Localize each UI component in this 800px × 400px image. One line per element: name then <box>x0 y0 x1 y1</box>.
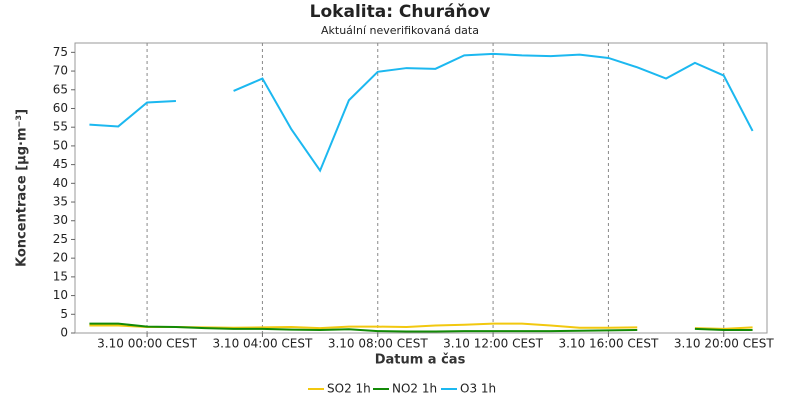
y-tick-label: 35 <box>53 195 68 209</box>
legend-label: SO2 1h <box>327 382 371 396</box>
y-tick-label: 30 <box>53 213 68 227</box>
x-tick-label: 3.10 20:00 CEST <box>674 337 775 351</box>
y-tick-label: 40 <box>53 176 68 190</box>
y-tick-label: 45 <box>53 157 68 171</box>
y-tick-label: 50 <box>53 138 68 152</box>
x-tick-label: 3.10 12:00 CEST <box>443 337 544 351</box>
x-axis-label: Datum a čas <box>375 353 466 368</box>
x-tick-label: 3.10 00:00 CEST <box>97 337 198 351</box>
plot-frame <box>74 42 768 334</box>
y-axis-label: Koncentrace [µg·m⁻³] <box>15 109 30 267</box>
series-line <box>89 322 753 333</box>
y-tick-label: 20 <box>53 251 68 265</box>
y-tick-label: 55 <box>53 120 68 134</box>
chart-subtitle: Aktuální neverifikovaná data <box>321 24 479 37</box>
y-tick-label: 10 <box>53 288 68 302</box>
x-tick-label: 3.10 04:00 CEST <box>212 337 313 351</box>
y-tick-label: 0 <box>60 326 68 340</box>
series-line <box>89 52 754 173</box>
y-tick-label: 70 <box>53 64 68 78</box>
legend-label: NO2 1h <box>392 382 437 396</box>
chart-title: Lokalita: Churáňov <box>310 2 491 22</box>
y-tick-label: 75 <box>53 45 68 59</box>
y-tick-label: 5 <box>60 307 68 321</box>
x-tick-label: 3.10 16:00 CEST <box>558 337 659 351</box>
legend-label: O3 1h <box>460 382 496 396</box>
y-tick-label: 25 <box>53 232 68 246</box>
y-tick-label: 60 <box>53 101 68 115</box>
x-tick-label: 3.10 08:00 CEST <box>328 337 429 351</box>
y-tick-label: 65 <box>53 82 68 96</box>
y-tick-label: 15 <box>53 269 68 283</box>
